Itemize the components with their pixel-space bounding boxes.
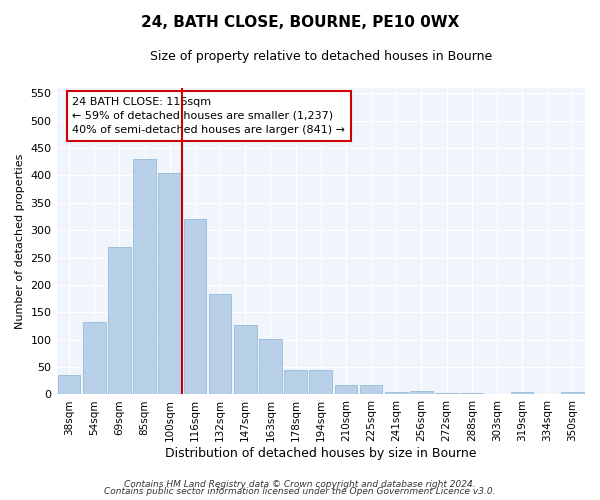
Text: Contains public sector information licensed under the Open Government Licence v3: Contains public sector information licen… (104, 487, 496, 496)
Y-axis label: Number of detached properties: Number of detached properties (15, 154, 25, 329)
Bar (209, 294, 232, 394)
Bar (108, 246, 131, 394)
Bar (284, 370, 307, 394)
Bar (259, 338, 282, 394)
X-axis label: Distribution of detached houses by size in Bourne: Distribution of detached houses by size … (165, 447, 476, 460)
Bar (511, 392, 533, 394)
Bar (335, 385, 357, 394)
Bar (360, 385, 382, 394)
Title: Size of property relative to detached houses in Bourne: Size of property relative to detached ho… (149, 50, 492, 63)
Bar (234, 326, 257, 394)
Bar (310, 370, 332, 394)
Bar (83, 322, 106, 394)
Text: 24 BATH CLOSE: 116sqm
← 59% of detached houses are smaller (1,237)
40% of semi-d: 24 BATH CLOSE: 116sqm ← 59% of detached … (73, 97, 346, 135)
Text: Contains HM Land Registry data © Crown copyright and database right 2024.: Contains HM Land Registry data © Crown c… (124, 480, 476, 489)
Bar (158, 172, 181, 394)
Bar (58, 376, 80, 394)
Bar (133, 159, 156, 394)
Text: 24, BATH CLOSE, BOURNE, PE10 0WX: 24, BATH CLOSE, BOURNE, PE10 0WX (141, 15, 459, 30)
Bar (184, 219, 206, 394)
Bar (385, 392, 407, 394)
Bar (561, 392, 584, 394)
Bar (410, 390, 433, 394)
